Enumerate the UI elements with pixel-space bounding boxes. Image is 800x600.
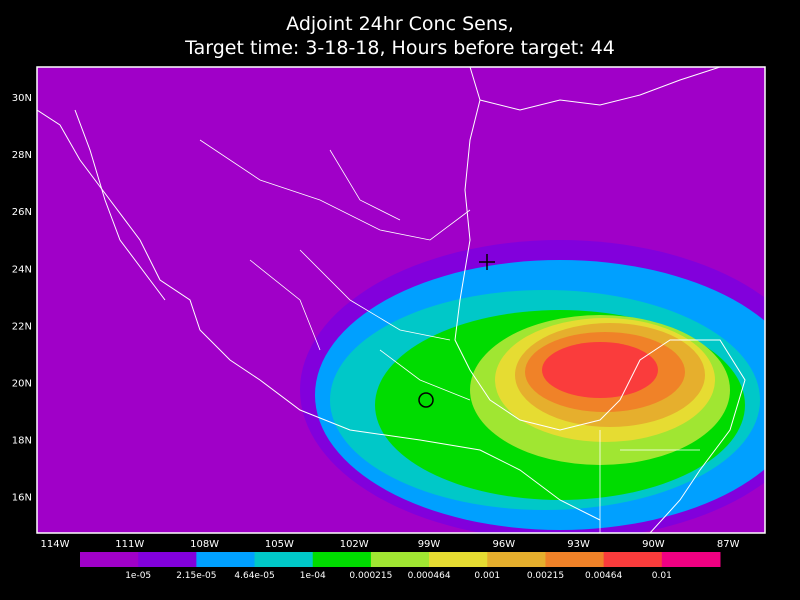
lat-label: 28N (12, 150, 32, 161)
lon-label: 99W (418, 539, 441, 550)
colorbar-label: 1e-04 (300, 571, 326, 581)
lon-label: 90W (642, 539, 665, 550)
us-coast (479, 67, 721, 111)
lon-label: 108W (190, 539, 219, 550)
colorbar-swatch (370, 552, 430, 567)
lon-label: 87W (717, 539, 740, 550)
baja-coast (74, 109, 166, 301)
title-line: Target time: 3-18-18, Hours before targe… (184, 37, 615, 59)
lat-label: 20N (12, 379, 32, 390)
lat-label: 30N (12, 93, 32, 104)
colorbar-swatch (80, 552, 139, 567)
colorbar-swatch (312, 552, 372, 567)
colorbar-label: 0.00464 (585, 571, 622, 581)
colorbar-label: 0.000464 (408, 571, 451, 581)
colorbar-label: 2.15e-05 (176, 571, 216, 581)
lon-label: 111W (115, 539, 144, 550)
lon-label: 105W (265, 539, 294, 550)
lat-label: 26N (12, 207, 32, 218)
colorbar-swatch (196, 552, 256, 567)
colorbar-swatch (661, 552, 721, 567)
lat-label: 24N (12, 264, 32, 275)
colorbar-swatch (429, 552, 488, 567)
colorbar-swatch (545, 552, 605, 567)
colorbar-swatch (254, 552, 314, 567)
colorbar-swatch (603, 552, 663, 567)
markers (418, 254, 495, 408)
lat-label: 16N (12, 493, 32, 504)
lat-label: 18N (12, 436, 32, 447)
borders (199, 139, 700, 533)
pacific-coast (37, 109, 601, 521)
target-cross (479, 254, 495, 270)
colorbar-label: 0.001 (474, 571, 500, 581)
colorbar-label: 0.000215 (349, 571, 392, 581)
colorbar-label: 0.00215 (527, 571, 564, 581)
title-line: Adjoint 24hr Conc Sens, (286, 13, 514, 35)
lon-label: 102W (340, 539, 369, 550)
colorbar-swatch (487, 552, 546, 567)
sensitivity-field (37, 67, 765, 533)
coastlines (37, 67, 746, 533)
gulf-coast (454, 67, 746, 533)
lat-label: 22N (12, 321, 32, 332)
map-frame (36, 66, 766, 534)
colorbar-label: 0.01 (652, 571, 672, 581)
colorbar-label: 4.64e-05 (234, 571, 274, 581)
source-circle (418, 392, 434, 408)
lon-label: 96W (492, 539, 515, 550)
colorbar-label: 1e-05 (125, 571, 151, 581)
lon-label: 114W (41, 539, 70, 550)
lon-label: 93W (567, 539, 590, 550)
colorbar-swatch (138, 552, 197, 567)
contour-band (542, 342, 658, 398)
